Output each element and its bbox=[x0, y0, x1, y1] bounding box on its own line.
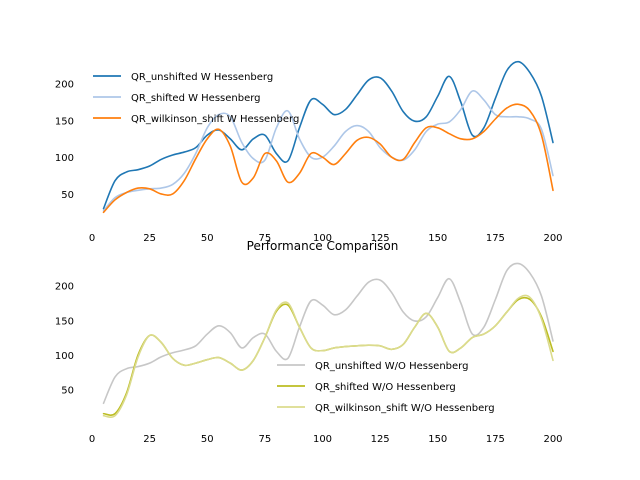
y-tick-label: 150 bbox=[55, 316, 74, 327]
x-tick-label: 0 bbox=[89, 434, 95, 445]
y-tick-label: 200 bbox=[55, 282, 74, 293]
y-tick-label: 100 bbox=[55, 351, 74, 362]
series-line bbox=[102, 103, 554, 214]
x-tick-label: 100 bbox=[313, 434, 332, 445]
x-tick-label: 125 bbox=[371, 233, 390, 244]
series-line bbox=[102, 262, 554, 405]
x-tick-label: 125 bbox=[371, 434, 390, 445]
x-tick-label: 200 bbox=[543, 434, 562, 445]
legend-label: QR_wilkinson_shift W/O Hessenberg bbox=[315, 403, 495, 414]
series-line bbox=[102, 90, 554, 212]
y-tick-label: 100 bbox=[55, 153, 74, 164]
legend-label: QR_unshifted W Hessenberg bbox=[131, 72, 273, 83]
legend-label: QR_wilkinson_shift W Hessenberg bbox=[131, 114, 299, 125]
x-tick-label: 200 bbox=[543, 233, 562, 244]
chart-hessenberg: 0 25 50 75 100 125 150 175 200 50 100 150 200 QR_unsh… bbox=[55, 60, 563, 244]
x-tick-label: 150 bbox=[428, 233, 447, 244]
x-tick-label: 75 bbox=[259, 233, 272, 244]
y-tick-label: 50 bbox=[61, 385, 74, 396]
x-tick-label: 150 bbox=[428, 434, 447, 445]
y-tick-label: 150 bbox=[55, 116, 74, 127]
x-tick-label: 175 bbox=[486, 233, 505, 244]
legend-label: QR_shifted W/O Hessenberg bbox=[315, 382, 456, 393]
x-tick-label: 175 bbox=[486, 434, 505, 445]
chart-title: Performance Comparison bbox=[247, 239, 399, 253]
legend-label: QR_shifted W Hessenberg bbox=[131, 93, 261, 104]
x-tick-label: 50 bbox=[201, 434, 214, 445]
chart-without-hessenberg: Performance Comparison 0 25 50 75 100 125 150 17… bbox=[55, 239, 563, 445]
x-tick-label: 25 bbox=[143, 233, 156, 244]
x-tick-label: 25 bbox=[143, 434, 156, 445]
x-tick-label: 50 bbox=[201, 233, 214, 244]
x-tick-label: 0 bbox=[89, 233, 95, 244]
legend-label: QR_unshifted W/O Hessenberg bbox=[315, 361, 468, 372]
series-line bbox=[102, 60, 554, 210]
x-tick-label: 100 bbox=[313, 233, 332, 244]
y-tick-label: 50 bbox=[61, 190, 74, 201]
y-tick-label: 200 bbox=[55, 80, 74, 91]
x-tick-label: 75 bbox=[259, 434, 272, 445]
series-line bbox=[102, 294, 554, 419]
